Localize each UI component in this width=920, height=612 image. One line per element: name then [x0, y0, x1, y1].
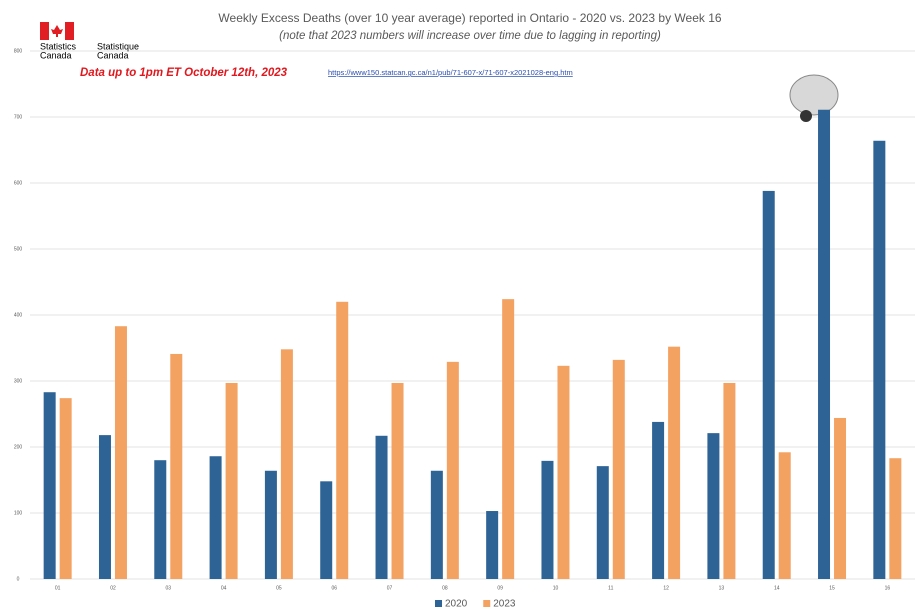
bar: [668, 346, 681, 579]
y-tick-label: 0: [17, 576, 20, 582]
bar: [154, 460, 167, 579]
wolf-icon: [789, 74, 839, 122]
bar: [430, 470, 443, 579]
y-tick-label: 200: [14, 444, 23, 450]
wolf-head: [789, 74, 839, 116]
bar: [264, 470, 277, 579]
bar: [375, 435, 388, 579]
y-tick-label: 300: [14, 378, 23, 384]
bar: [170, 353, 183, 579]
logo-text: Statistics: [40, 41, 77, 51]
bar: [762, 190, 775, 580]
x-tick-label: 03: [166, 585, 172, 591]
legend-label: 2023: [493, 599, 516, 610]
bar: [502, 299, 515, 579]
x-tick-label: 02: [110, 585, 116, 591]
annotation: Data up to 1pm ET October 12th, 2023: [80, 67, 288, 79]
bar: [723, 382, 736, 579]
x-tick-label: 14: [774, 585, 780, 591]
legend-swatch: [435, 600, 442, 607]
bar: [43, 392, 56, 579]
logo-text: Canada: [97, 50, 129, 60]
y-tick-label: 100: [14, 510, 23, 516]
bar: [889, 458, 902, 579]
bar: [541, 460, 554, 579]
bar: [280, 349, 293, 579]
logo-text: Statistique: [97, 41, 139, 51]
bar: [486, 511, 499, 579]
x-tick-label: 01: [55, 585, 61, 591]
source-link[interactable]: https://www150.statcan.gc.ca/n1/pub/71-6…: [328, 68, 573, 77]
bar: [652, 421, 665, 579]
x-tick-label: 10: [553, 585, 559, 591]
bar: [446, 361, 459, 579]
bar: [114, 326, 127, 579]
x-tick-label: 08: [442, 585, 448, 591]
bar: [557, 365, 570, 579]
x-tick-label: 06: [331, 585, 337, 591]
x-tick-label: 12: [663, 585, 669, 591]
x-tick-label: 09: [497, 585, 503, 591]
x-tick-label: 11: [608, 585, 613, 591]
y-tick-label: 700: [14, 114, 23, 120]
x-tick-label: 04: [221, 585, 227, 591]
y-tick-label: 600: [14, 180, 23, 186]
bar: [778, 452, 791, 579]
bar: [818, 109, 831, 580]
flag-band: [65, 22, 74, 40]
legend-swatch: [483, 600, 491, 607]
chart-subtitle: (note that 2023 numbers will increase ov…: [279, 30, 661, 42]
y-tick-label: 500: [14, 246, 23, 252]
x-tick-label: 13: [719, 585, 725, 591]
x-tick-label: 07: [387, 585, 393, 591]
flag-band: [40, 22, 49, 40]
bar: [209, 456, 222, 579]
x-tick-label: 16: [885, 585, 891, 591]
chart-title: Weekly Excess Deaths (over 10 year avera…: [218, 11, 721, 25]
bar: [320, 481, 333, 579]
bar: [612, 359, 625, 579]
bar: [98, 435, 111, 579]
bar: [873, 140, 886, 579]
bar: [225, 382, 238, 579]
x-tick-label: 05: [276, 585, 282, 591]
y-tick-label: 800: [14, 48, 23, 54]
bar: [336, 301, 349, 579]
bar: [596, 466, 609, 579]
bar: [391, 382, 404, 579]
bar: [834, 417, 847, 579]
paw: [800, 110, 812, 122]
bar: [707, 433, 720, 579]
x-tick-label: 15: [829, 585, 835, 591]
logo-text: Canada: [40, 50, 72, 60]
legend-label: 2020: [445, 599, 468, 610]
bar: [59, 398, 72, 579]
maple-leaf: [51, 25, 63, 37]
y-tick-label: 400: [14, 312, 23, 318]
